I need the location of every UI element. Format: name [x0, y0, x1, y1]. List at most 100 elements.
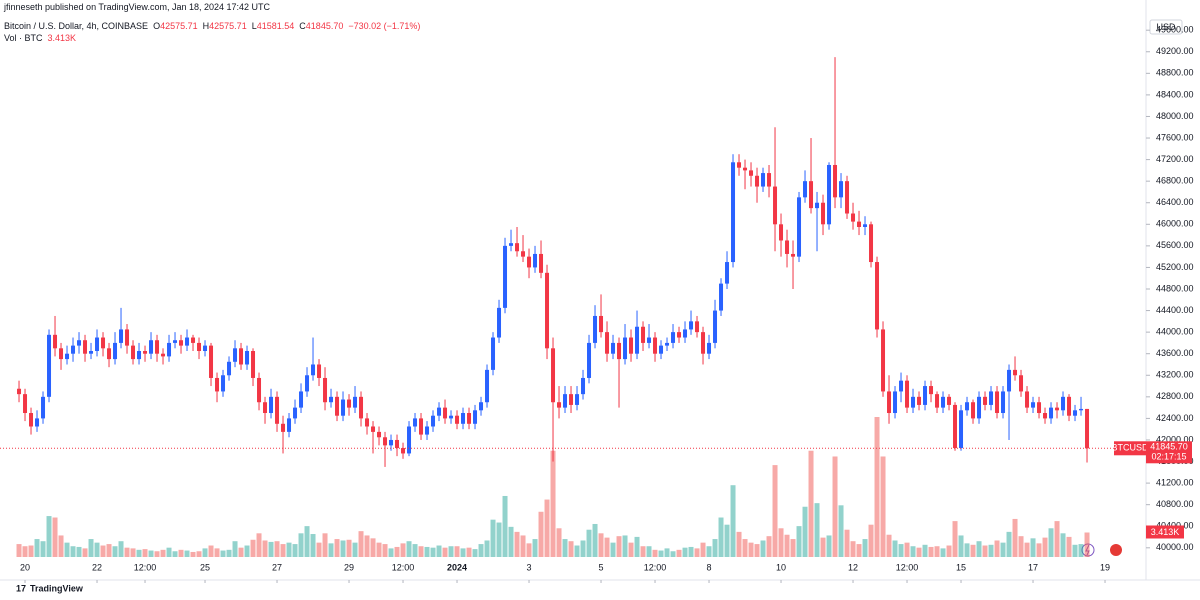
volume-bar: [196, 551, 202, 557]
volume-legend: Vol · BTC 3.413K: [4, 33, 76, 43]
candle-body: [491, 337, 496, 370]
candle-body: [677, 332, 682, 338]
candle-body: [599, 315, 604, 333]
volume-bar: [580, 540, 586, 557]
volume-bar: [82, 548, 88, 557]
volume-bar: [22, 546, 28, 557]
volume-bar: [904, 542, 910, 557]
volume-bar: [346, 539, 352, 557]
candle-body: [413, 418, 418, 427]
candle-body: [617, 342, 622, 360]
candle-body: [761, 173, 766, 187]
candle-body: [329, 396, 334, 403]
candle-body: [587, 342, 592, 378]
volume-bar: [112, 546, 118, 557]
publisher: jfinneseth published on TradingView.com,…: [4, 2, 271, 12]
candle-body: [965, 402, 970, 411]
flag-icon[interactable]: [1110, 544, 1122, 556]
volume-bar: [916, 547, 922, 557]
volume-bar: [826, 535, 832, 557]
volume-bar: [1012, 518, 1018, 557]
candle-body: [407, 426, 412, 454]
candle-body: [869, 224, 874, 263]
volume-bar: [700, 542, 706, 557]
y-tick-label: 44800.00: [1156, 283, 1194, 293]
candle-body: [947, 396, 952, 405]
candle-body: [335, 396, 340, 416]
candle-body: [953, 404, 958, 449]
volume-bar: [244, 545, 250, 557]
volume-bar: [148, 550, 154, 557]
candle-body: [299, 391, 304, 408]
candle-body: [143, 351, 148, 354]
volume-bar: [718, 517, 724, 557]
volume-bar: [460, 548, 466, 557]
ohlc-value: 41581.54: [256, 21, 295, 31]
y-tick-label: 44400.00: [1156, 305, 1194, 315]
volume-bar: [238, 547, 244, 557]
y-tick-label: 42400.00: [1156, 413, 1194, 423]
y-tick-label: 41200.00: [1156, 477, 1194, 487]
y-tick-label: 48400.00: [1156, 89, 1194, 99]
y-tick-label: 43600.00: [1156, 348, 1194, 358]
volume-bar: [598, 533, 604, 557]
candle-body: [467, 413, 472, 424]
candle-body: [563, 394, 568, 408]
candle-body: [569, 394, 574, 405]
x-tick-label: 12:00: [392, 562, 415, 572]
volume-bar: [772, 465, 778, 557]
volume-bar: [856, 544, 862, 557]
volume-bar: [532, 539, 538, 557]
volume-bar: [76, 546, 82, 557]
volume-bar: [640, 546, 646, 557]
volume-bar: [814, 503, 820, 557]
candle-body: [137, 351, 142, 360]
volume-bar: [592, 523, 598, 557]
candle-body: [323, 377, 328, 403]
volume-bar: [832, 456, 838, 557]
volume-bar: [160, 549, 166, 557]
volume-bar: [286, 542, 292, 557]
candle-body: [203, 345, 208, 352]
symbol-legend: Bitcoin / U.S. Dollar, 4h, COINBASE O425…: [4, 21, 420, 31]
volume-bar: [1060, 533, 1066, 557]
candle-body: [629, 337, 634, 354]
candle-body: [1037, 402, 1042, 414]
volume-bar: [544, 499, 550, 557]
candle-body: [245, 351, 250, 365]
candle-body: [515, 243, 520, 252]
volume-bar: [988, 544, 994, 557]
candle-body: [293, 407, 298, 419]
candle-body: [803, 181, 808, 198]
candle-body: [905, 380, 910, 408]
candle-body: [479, 402, 484, 411]
candle-body: [1073, 410, 1078, 416]
candle-body: [341, 399, 346, 416]
volume-bar: [46, 516, 52, 557]
candle-body: [557, 402, 562, 408]
candle-body: [923, 386, 928, 405]
candle-body: [827, 164, 832, 225]
candle-body: [443, 407, 448, 419]
symbol-box: [1114, 441, 1146, 456]
candle-body: [989, 391, 994, 405]
volume-bar: [40, 541, 46, 557]
currency-box[interactable]: [1149, 19, 1183, 35]
volume-bar: [892, 540, 898, 557]
volume-bar: [550, 450, 556, 557]
volume-bar: [520, 535, 526, 557]
candle-body: [185, 337, 190, 346]
x-tick-label: 5: [599, 562, 604, 572]
candle-body: [683, 329, 688, 338]
volume-bar: [946, 545, 952, 557]
volume-bar: [64, 542, 70, 557]
candle-body: [659, 345, 664, 354]
volume-bar: [790, 539, 796, 557]
candle-body: [359, 396, 364, 419]
candle-body: [959, 410, 964, 449]
volume-bar: [352, 542, 358, 557]
x-tick-label: 10: [776, 562, 786, 572]
volume-bar: [1006, 531, 1012, 557]
